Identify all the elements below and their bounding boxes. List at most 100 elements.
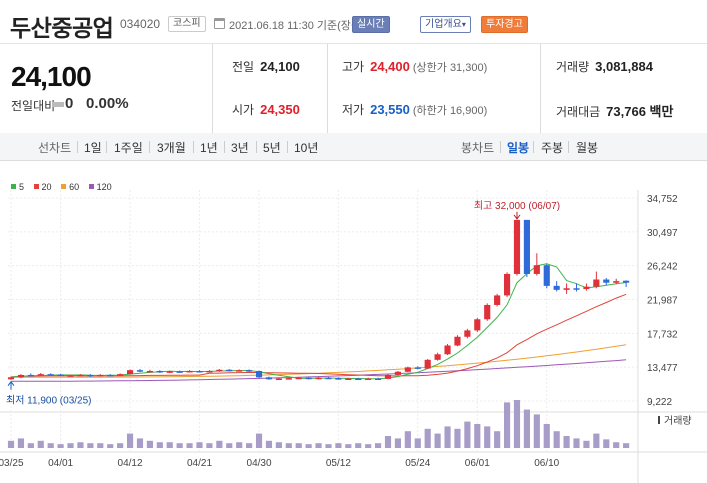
candle-body <box>335 378 342 380</box>
candle-body <box>454 336 461 346</box>
volume-bar <box>623 443 630 448</box>
tab-divider <box>193 141 194 153</box>
candle-body <box>107 374 114 377</box>
x-tick-label: 06/10 <box>534 458 559 469</box>
candle-body <box>414 367 421 369</box>
prev-close-stat: 전일 24,100 <box>232 58 300 75</box>
tab-divider <box>149 141 150 153</box>
volume-bar <box>444 426 451 448</box>
candle-body <box>246 370 253 372</box>
candle-body <box>315 377 322 380</box>
volume-bar <box>57 444 64 448</box>
legend-label: 5 <box>19 182 25 192</box>
tab-divider <box>106 141 107 153</box>
candle-body <box>444 345 451 355</box>
y-tick-label: 21,987 <box>647 296 678 307</box>
candle-body <box>226 369 233 372</box>
tab-3m[interactable]: 3개월 <box>157 141 186 155</box>
volume-bar <box>593 433 600 448</box>
ma60-line <box>11 344 627 378</box>
legend-ma120: 120 <box>88 182 112 192</box>
company-overview-button[interactable]: 기업개요▾ <box>420 16 471 33</box>
upper-limit: (상한가 31,300) <box>412 62 488 74</box>
change-percent: 0.00% <box>86 95 129 112</box>
prev-close-label: 전일 <box>232 60 255 74</box>
volume-bar <box>345 444 352 448</box>
volume-axis-label: 거래량 <box>664 415 692 427</box>
volume-bar <box>365 444 372 448</box>
tab-daily[interactable]: 일봉 <box>507 141 530 155</box>
volume-bar <box>17 438 24 448</box>
legend-ma5: 5 <box>11 182 24 192</box>
tab-divider <box>500 141 501 153</box>
candle-body <box>206 370 213 373</box>
volume-bar <box>573 438 580 448</box>
ma20-line <box>10 293 627 378</box>
candle-body <box>255 370 263 378</box>
x-tick-label: 06/01 <box>465 458 490 469</box>
volume-bar <box>404 431 411 448</box>
candle-body <box>325 377 332 380</box>
candle-body <box>176 371 183 373</box>
high-arrow-icon <box>513 211 521 220</box>
volume-bar <box>305 444 312 448</box>
tab-5y[interactable]: 5년 <box>263 141 281 155</box>
volume-bar <box>613 442 620 448</box>
volume-bar <box>414 438 421 448</box>
stock-name: 두산중공업 <box>10 16 114 42</box>
tab-weekly[interactable]: 주봉 <box>541 141 564 155</box>
volume-bar <box>7 440 15 448</box>
volume-bar <box>37 440 44 448</box>
chart-period-tabs: 선차트 1일 1주일 3개월 1년 3년 5년 10년 봉차트 일봉 주봉 월봉 <box>0 133 707 161</box>
candle-body <box>424 359 431 369</box>
candle-body <box>7 377 15 380</box>
volume-bar <box>325 444 332 448</box>
chevron-down-icon: ▾ <box>461 20 466 29</box>
volume-bar <box>246 443 253 448</box>
candle-body <box>126 370 134 375</box>
tab-divider <box>256 141 257 153</box>
volume-bar <box>117 443 124 448</box>
volume-bar <box>47 443 54 448</box>
volume-bar <box>77 442 84 448</box>
tab-1d[interactable]: 1일 <box>84 141 102 155</box>
volume-bar <box>543 424 550 448</box>
tab-10y[interactable]: 10년 <box>294 141 319 155</box>
volume-bar <box>484 426 491 448</box>
candle-body <box>593 279 600 287</box>
volume-bar <box>503 402 511 448</box>
x-tick-label: 04/30 <box>247 458 272 469</box>
tab-3y[interactable]: 3년 <box>231 141 249 155</box>
x-tick-label: 04/12 <box>118 458 143 469</box>
volume-bar <box>126 433 134 448</box>
realtime-button[interactable]: 실시간 <box>352 16 390 33</box>
divider <box>540 44 541 134</box>
high-stat: 고가 24,400 (상한가 31,300) <box>342 58 487 75</box>
candle-body <box>573 288 580 290</box>
volume-bar <box>97 443 104 448</box>
change-value: 0 <box>65 95 74 112</box>
volume-label: 거래량 <box>556 60 590 74</box>
candlestick-chart[interactable]: 34,752 30,497 26,242 21,987 17,732 13,477 9,22… <box>0 190 707 483</box>
volume-bar <box>454 428 461 448</box>
candle-body <box>553 285 560 290</box>
price-box: 24,100 전일대비 0 0.00% <box>0 44 213 134</box>
tab-1y[interactable]: 1년 <box>200 141 218 155</box>
volume-bar <box>603 439 610 448</box>
volume-bar <box>275 442 282 448</box>
change-label: 전일대비 <box>11 99 56 113</box>
volume-bar <box>146 440 153 448</box>
candle-body <box>285 378 292 380</box>
investment-warning-badge[interactable]: 투자경고 <box>481 16 528 33</box>
tab-1w[interactable]: 1주일 <box>114 141 143 155</box>
candle-body <box>474 319 481 331</box>
plot-area <box>8 190 638 483</box>
candle-body <box>17 374 24 378</box>
volume-bar <box>434 433 441 448</box>
x-tick-label: 05/12 <box>326 458 351 469</box>
volume-bar <box>315 443 322 448</box>
tab-monthly[interactable]: 월봉 <box>576 141 599 155</box>
candle-body <box>87 374 94 377</box>
candle-body <box>404 367 411 372</box>
volume-bar <box>236 442 243 448</box>
